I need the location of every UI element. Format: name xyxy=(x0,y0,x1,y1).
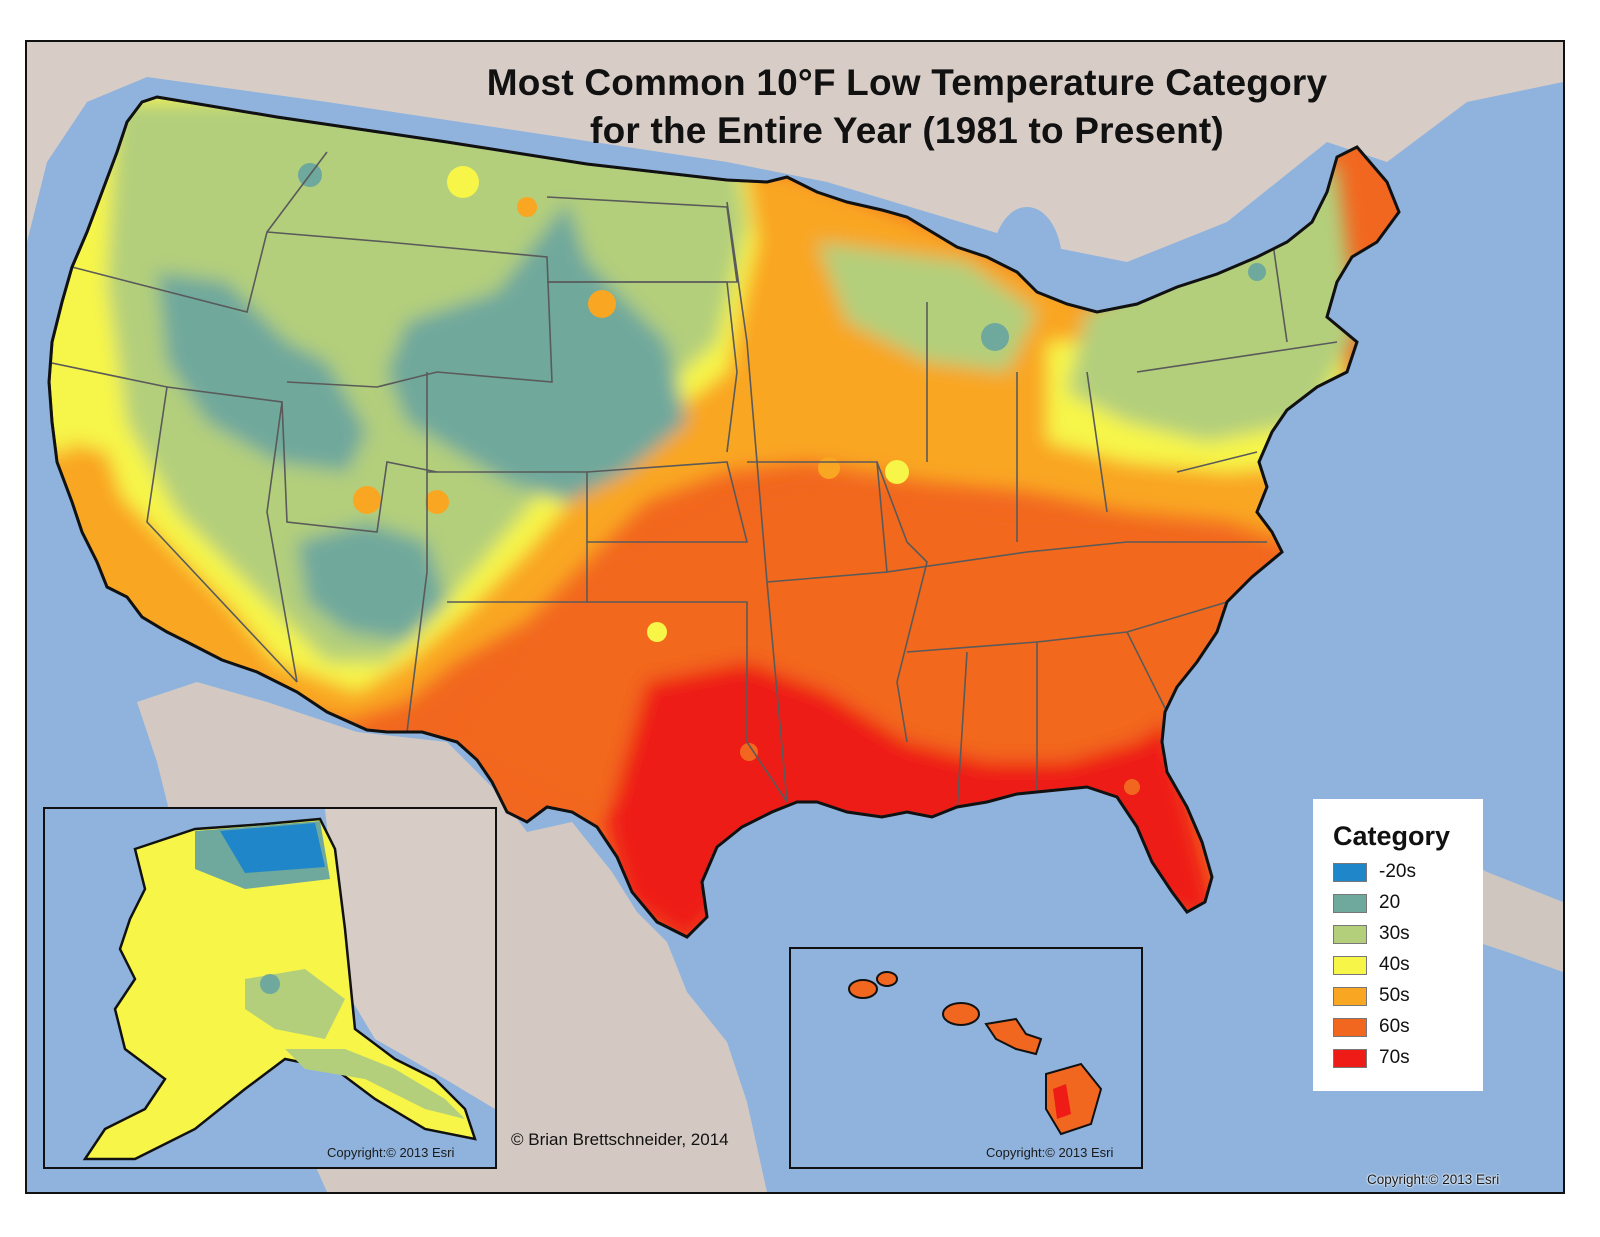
legend-swatch xyxy=(1333,1017,1367,1037)
legend-title: Category xyxy=(1333,821,1451,851)
legend-item: 60s xyxy=(1333,1016,1410,1038)
legend-swatch xyxy=(1333,924,1367,944)
alaska-copyright: Copyright:© 2013 Esri xyxy=(327,1145,454,1160)
legend-item: 30s xyxy=(1333,923,1410,945)
legend-swatch xyxy=(1333,955,1367,975)
legend-label: 20 xyxy=(1379,892,1401,913)
map-title-line1: Most Common 10°F Low Temperature Categor… xyxy=(486,62,1328,103)
hawaii-map: Copyright:© 2013 Esri xyxy=(791,949,1141,1167)
legend-label: 60s xyxy=(1379,1016,1410,1037)
canada-land xyxy=(27,42,1563,262)
legend-item: -20s xyxy=(1333,861,1416,883)
legend-item: 50s xyxy=(1333,985,1410,1007)
hawaii-copyright: Copyright:© 2013 Esri xyxy=(986,1145,1113,1160)
legend-swatch xyxy=(1333,893,1367,913)
author-credit: © Brian Brettschneider, 2014 xyxy=(511,1130,729,1149)
legend-label: 50s xyxy=(1379,985,1410,1006)
legend-label: 70s xyxy=(1379,1047,1410,1068)
alaska-map: Copyright:© 2013 Esri xyxy=(45,809,495,1167)
legend-item: 20 xyxy=(1333,892,1400,914)
legend: Category -20s 20 30s 40s 50s 60s 70s xyxy=(1313,799,1483,1091)
legend-swatch xyxy=(1333,1048,1367,1068)
legend-item: 40s xyxy=(1333,954,1410,976)
legend-swatch xyxy=(1333,862,1367,882)
alaska-inset: Copyright:© 2013 Esri xyxy=(43,807,497,1169)
hawaii-inset: Copyright:© 2013 Esri xyxy=(789,947,1143,1169)
map-title-line2: for the Entire Year (1981 to Present) xyxy=(590,110,1224,151)
legend-label: 30s xyxy=(1379,923,1410,944)
map-frame: Most Common 10°F Low Temperature Categor… xyxy=(25,40,1565,1194)
legend-label: 40s xyxy=(1379,954,1410,975)
legend-label: -20s xyxy=(1379,861,1416,882)
main-copyright: Copyright:© 2013 Esri xyxy=(1367,1172,1500,1187)
legend-item: 70s xyxy=(1333,1047,1410,1069)
legend-swatch xyxy=(1333,986,1367,1006)
